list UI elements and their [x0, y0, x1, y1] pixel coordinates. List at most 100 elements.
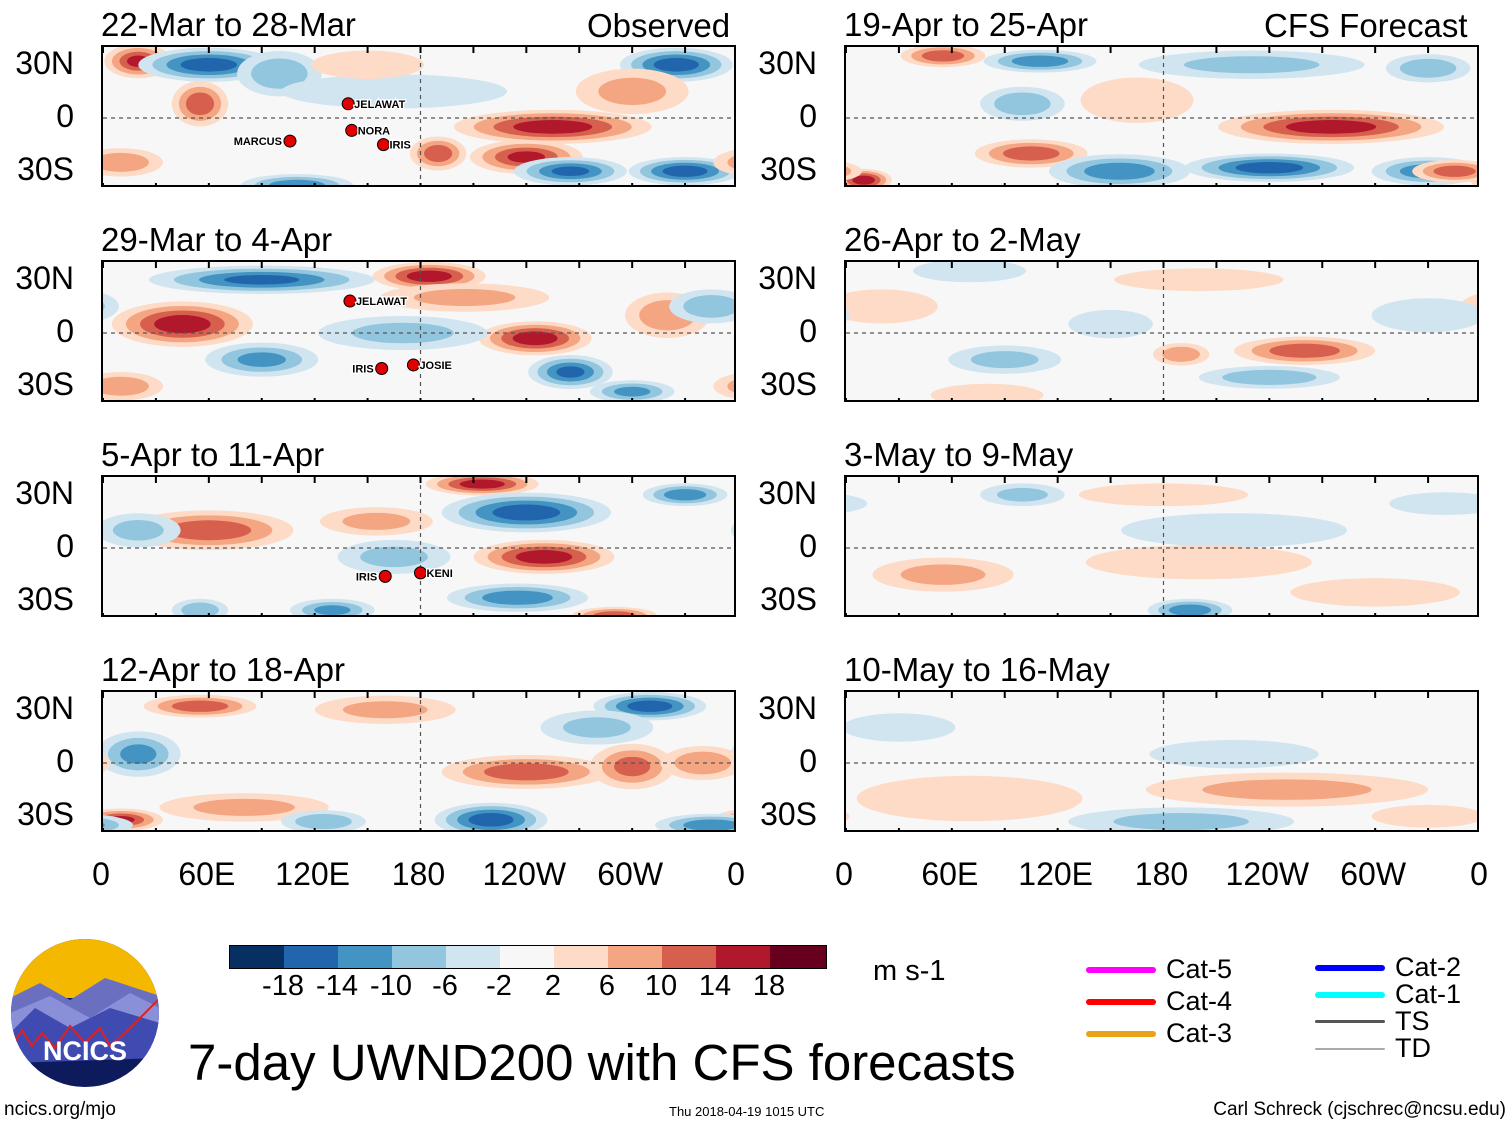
wind-anomaly-contour	[515, 550, 573, 564]
panel-title: 26-Apr to 2-May	[844, 221, 1081, 258]
longitude-label: 60W	[1340, 856, 1407, 892]
footer-url[interactable]: ncics.org/mjo	[4, 1099, 116, 1120]
wind-anomaly-contour	[1068, 309, 1153, 339]
wind-anomaly-contour	[683, 819, 734, 830]
wind-anomaly-contour	[342, 512, 411, 530]
wind-anomaly-contour	[224, 275, 300, 285]
storm-marker: JELAWAT	[343, 294, 409, 309]
wind-anomaly-contour	[593, 611, 636, 615]
storm-legend-line-icon	[1086, 966, 1156, 973]
wind-anomaly-contour	[1011, 55, 1069, 67]
wind-anomaly-contour	[103, 152, 149, 172]
figure-title: 7-day UWND200 with CFS forecasts	[188, 1034, 1016, 1091]
observed-label: Observed	[587, 7, 731, 44]
storm-legend-line-icon	[1086, 1030, 1156, 1037]
map-panel	[844, 260, 1479, 402]
wind-anomaly-contour	[556, 366, 585, 378]
storm-symbol-icon	[375, 362, 389, 375]
wind-anomaly-contour	[563, 717, 631, 738]
colorbar-swatch	[500, 946, 554, 968]
wind-anomaly-contour	[512, 331, 558, 346]
longitude-label: 120E	[275, 856, 351, 892]
storm-legend-item: Cat-1	[1315, 979, 1461, 1010]
latitude-label: 0	[799, 98, 817, 134]
map-panel: IRIS KENI	[101, 475, 736, 617]
storm-legend-line-icon	[1315, 991, 1385, 998]
storm-legend-item: Cat-2	[1315, 952, 1461, 983]
wind-anomaly-contour	[482, 590, 553, 605]
storm-legend-line-icon	[1315, 964, 1385, 971]
wind-anomaly-contour	[154, 315, 211, 334]
forecast-label: CFS Forecast	[1264, 7, 1468, 44]
latitude-label: 30S	[17, 366, 74, 402]
wind-anomaly-contour	[846, 713, 956, 742]
latitude-label: 30S	[760, 366, 817, 402]
longitude-label: 180	[391, 856, 446, 892]
latitude-label: 0	[56, 528, 74, 564]
wind-anomaly-contour	[1433, 165, 1476, 177]
wind-anomaly-contour	[921, 50, 965, 62]
storm-legend-line-icon	[1315, 1047, 1385, 1050]
storm-legend-item: TD	[1315, 1033, 1431, 1064]
wind-anomaly-contour	[727, 380, 734, 393]
wind-anomaly-contour	[507, 151, 546, 163]
wind-anomaly-contour	[727, 156, 734, 169]
storm-legend-label: Cat-2	[1395, 952, 1462, 982]
wind-anomaly-contour	[663, 489, 707, 501]
storm-symbol-icon	[343, 294, 357, 308]
storm-legend-label: Cat-5	[1166, 954, 1233, 984]
latitude-label: 30N	[15, 45, 74, 81]
latitude-label: 0	[799, 528, 817, 564]
longitude-label: 120E	[1018, 856, 1094, 892]
storm-legend-line-icon	[1086, 998, 1156, 1005]
storm-label: IRIS	[352, 364, 373, 376]
wind-anomaly-contour	[424, 144, 453, 163]
map-panel	[844, 690, 1479, 832]
wind-anomaly-contour	[342, 701, 428, 719]
storm-label: MARCUS	[234, 136, 282, 148]
longitude-label: 0	[727, 856, 745, 892]
wind-anomaly-contour	[846, 166, 852, 176]
wind-anomaly-contour	[846, 494, 868, 513]
storm-marker: NORA	[345, 123, 391, 139]
wind-anomaly-contour	[551, 166, 590, 176]
latitude-label: 30N	[758, 260, 817, 296]
colorbar	[229, 945, 827, 969]
colorbar-swatch	[608, 946, 662, 968]
longitude-label: 60E	[178, 856, 236, 892]
panel-title: 5-Apr to 11-Apr	[101, 436, 325, 473]
wind-anomaly-contour	[268, 179, 326, 185]
wind-anomaly-contour	[1149, 739, 1319, 769]
wind-anomaly-contour	[846, 309, 850, 322]
longitude-label: 120W	[1225, 856, 1310, 892]
latitude-label: 0	[799, 313, 817, 349]
wind-anomaly-contour	[614, 756, 651, 777]
latitude-label: 30S	[17, 151, 74, 187]
storm-marker: IRIS	[355, 569, 392, 585]
storm-legend-item: Cat-3	[1086, 1018, 1232, 1049]
wind-anomaly-contour	[730, 523, 734, 537]
latitude-label: 0	[799, 743, 817, 779]
wind-anomaly-contour	[251, 58, 308, 89]
wind-anomaly-contour	[413, 288, 516, 307]
panel-title: 29-Mar to 4-Apr	[101, 221, 333, 258]
latitude-label: 30S	[17, 581, 74, 617]
wind-anomaly-contour	[1371, 804, 1477, 828]
storm-marker: JELAWAT	[341, 97, 407, 112]
wind-anomaly-contour	[683, 295, 734, 318]
latitude-label: 30N	[758, 690, 817, 726]
wind-anomaly-contour	[112, 520, 164, 541]
wind-anomaly-contour	[1235, 162, 1304, 174]
wind-anomaly-contour	[1371, 298, 1477, 333]
storm-marker: MARCUS	[232, 134, 297, 149]
storm-legend-label: Cat-4	[1166, 986, 1233, 1016]
storm-symbol-icon	[283, 134, 297, 148]
latitude-label: 30N	[15, 690, 74, 726]
wind-anomaly-contour	[1285, 120, 1377, 134]
latitude-label: 0	[56, 313, 74, 349]
map-panel	[844, 45, 1479, 187]
storm-legend-label: Cat-1	[1395, 979, 1462, 1009]
footer-author: Carl Schreck (cjschrec@ncsu.edu)	[1213, 1099, 1506, 1120]
wind-anomaly-contour	[185, 92, 215, 116]
